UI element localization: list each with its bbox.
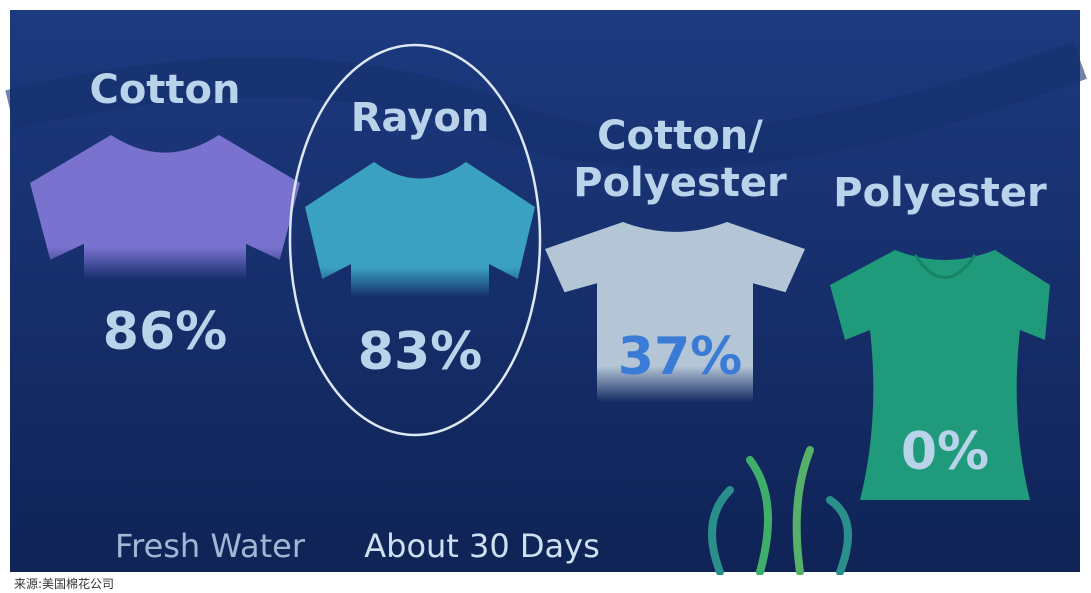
label: Polyester [833, 170, 1047, 216]
percentage: 83% [358, 322, 482, 382]
label: Rayon [351, 95, 490, 141]
label: Polyester [573, 160, 787, 206]
duration: About 30 Days [364, 527, 600, 565]
condition: Fresh Water [115, 527, 306, 565]
percentage: 37% [618, 327, 742, 387]
percentage: 86% [103, 302, 227, 362]
page: Cotton Rayon Cotton/ Polyester Polyester… [0, 0, 1091, 593]
label: Cotton [89, 67, 240, 113]
source: 来源:美国棉花公司 [14, 575, 114, 592]
infographic: Cotton Rayon Cotton/ Polyester Polyester… [0, 0, 1091, 575]
percentage: 0% [901, 422, 989, 482]
label: Cotton/ [597, 113, 763, 159]
